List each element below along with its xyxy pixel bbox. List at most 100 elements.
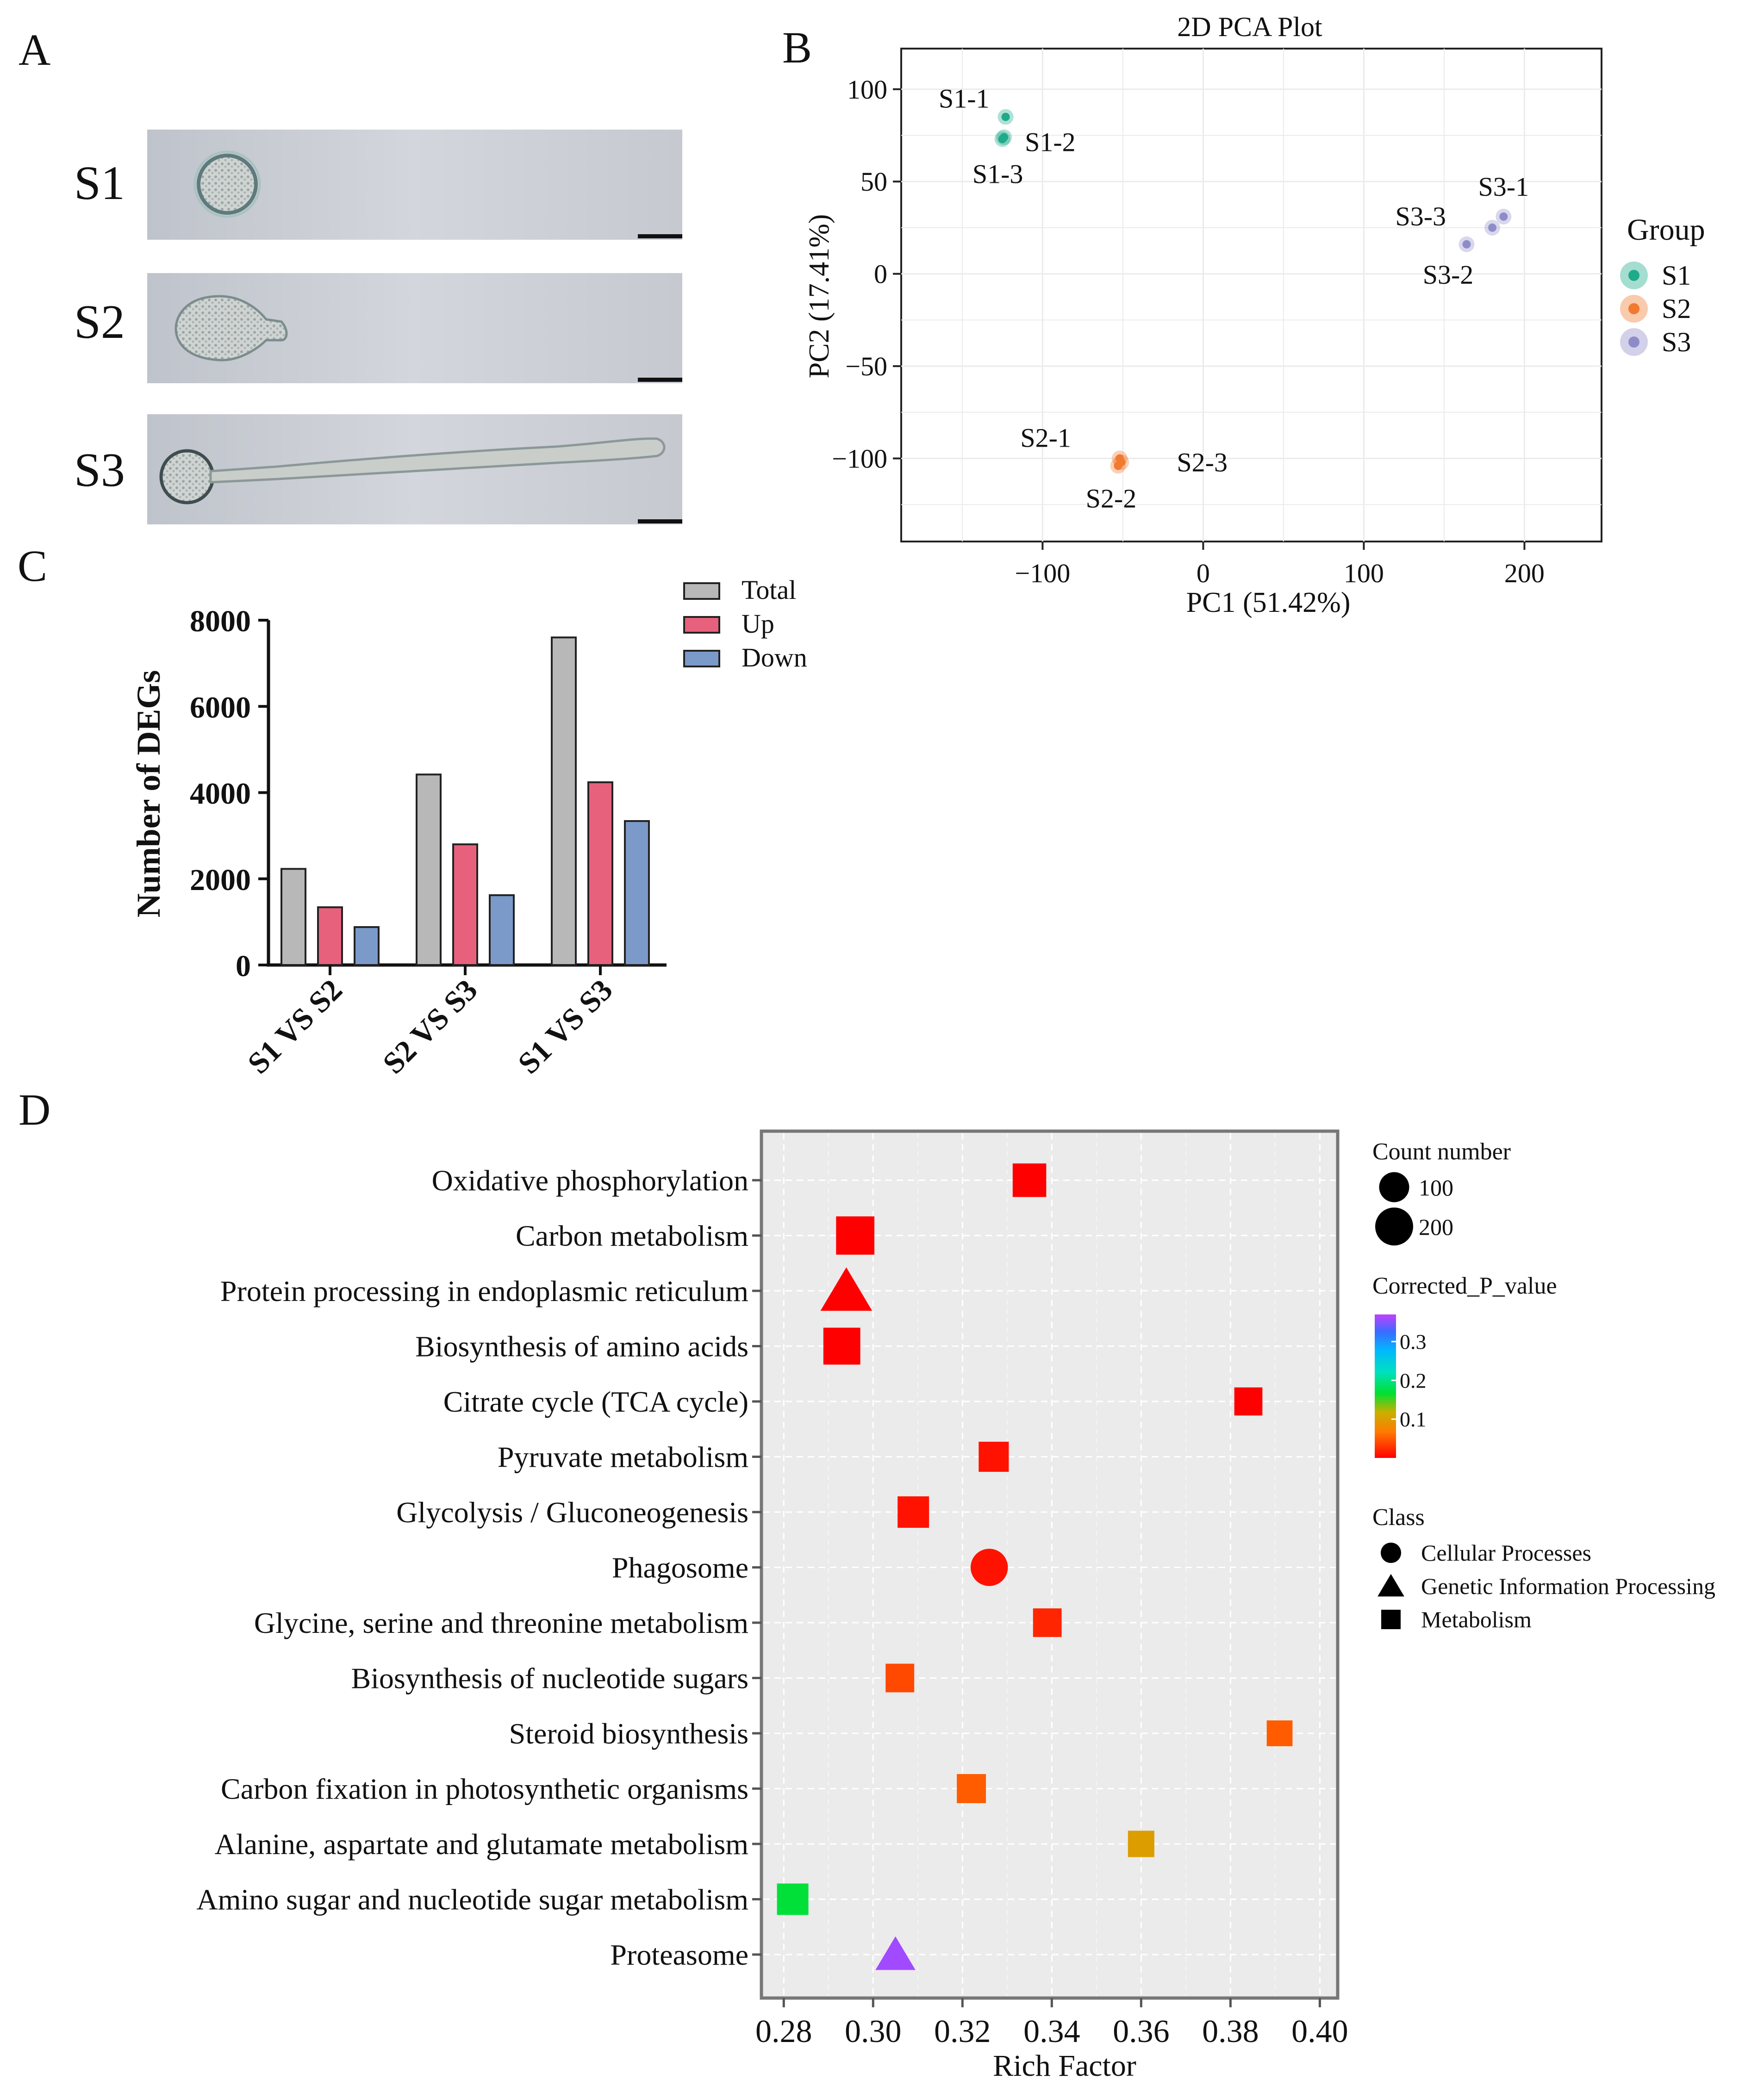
count-legend-label-100: 100 xyxy=(1419,1175,1453,1201)
class-legend-shape-cellular-processes xyxy=(1380,1542,1402,1563)
pca-point-label-s2-3: S2-3 xyxy=(1177,447,1228,477)
pca-legend-label-s3: S3 xyxy=(1662,327,1691,357)
pca-x-tick-label: 200 xyxy=(1504,558,1545,588)
kegg-point-citrate-cycle-tca-cycle xyxy=(1234,1387,1263,1416)
panel-letter-b: B xyxy=(782,23,812,72)
pca-y-axis: 100 50 0 −50 −100 xyxy=(832,75,901,474)
kegg-point-carbon-fixation-in-photosynthetic-organisms xyxy=(957,1774,986,1803)
pca-points: S1-1 S1-2S1-3 S2-1 S2-2 S2-3 S3-1 S3-2 S3-3 xyxy=(939,84,1529,514)
pathway-label-alanine-aspartate-and-glutamate-metabolism: Alanine, aspartate and glutamate metabol… xyxy=(215,1828,748,1861)
pca-point-label-s3-3: S3-3 xyxy=(1395,201,1446,231)
bar-y-tick-label: 2000 xyxy=(190,863,251,897)
pca-y-label: PC2 (17.41%) xyxy=(804,214,835,379)
pathway-label-glycine-serine-and-threonine-metabolism: Glycine, serine and threonine metabolism xyxy=(254,1606,748,1639)
bar-legend-label-total: Total xyxy=(742,575,796,605)
count-legend-dot-100 xyxy=(1379,1172,1409,1202)
bar-up-s1-vs-s3 xyxy=(587,781,613,966)
pathway-label-pyruvate-metabolism: Pyruvate metabolism xyxy=(498,1441,748,1474)
pca-y-tick-label: 0 xyxy=(874,259,887,289)
kegg-points xyxy=(777,1163,1293,1970)
bar-y-tick-label: 6000 xyxy=(190,691,251,724)
micrograph-label-s1: S1 xyxy=(74,156,125,210)
pca-plot-area xyxy=(900,48,1602,542)
count-legend-label-200: 200 xyxy=(1419,1214,1453,1240)
pca-x-label: PC1 (51.42%) xyxy=(1186,587,1351,618)
bar-x-tick-label: S1 VS S2 xyxy=(241,973,349,1080)
p-tick-label: 0.1 xyxy=(1400,1407,1427,1431)
pca-point-s1-3 xyxy=(998,135,1007,143)
bar-down-s1-vs-s2 xyxy=(354,926,380,966)
kegg-x-tick-label: 0.28 xyxy=(755,2014,812,2049)
pathway-label-proteasome: Proteasome xyxy=(610,1938,748,1971)
kegg-point-biosynthesis-of-amino-acids xyxy=(823,1327,860,1365)
class-legend-label-metabolism: Metabolism xyxy=(1421,1606,1532,1632)
pca-point-label-s3-2: S3-2 xyxy=(1423,260,1474,290)
p-colorbar xyxy=(1375,1314,1396,1458)
p-tick-label: 0.2 xyxy=(1400,1369,1427,1392)
micrograph-label-s3: S3 xyxy=(74,443,125,497)
micrograph-s1 xyxy=(147,130,682,240)
class-legend-label-cellular-processes: Cellular Processes xyxy=(1421,1540,1591,1566)
pca-title: 2D PCA Plot xyxy=(1177,12,1322,42)
bar-total-s1-vs-s2 xyxy=(280,868,306,966)
pca-point-label-s1-1: S1-1 xyxy=(939,84,990,114)
panel-b: B 2D PCA Plot −100 0 100 200 100 50 0 −50 −100 … xyxy=(782,12,1705,618)
bar-legend-label-up: Up xyxy=(742,609,774,639)
kegg-point-oxidative-phosphorylation xyxy=(1012,1163,1047,1197)
count-legend-dot-200 xyxy=(1375,1208,1413,1245)
pca-legend-dot-s2 xyxy=(1628,303,1639,314)
bar-y-axis: 0 2000 4000 6000 8000 xyxy=(190,604,268,983)
kegg-point-protein-processing-in-endoplasmic-reticulum xyxy=(820,1267,873,1311)
bar-x-tick-label: S1 VS S3 xyxy=(511,973,619,1080)
pca-point-label-s1-3: S1-3 xyxy=(972,159,1023,189)
pca-y-tick-label: 100 xyxy=(847,75,887,105)
p-tick-label: 0.3 xyxy=(1400,1330,1427,1354)
bar-total-s2-vs-s3 xyxy=(416,773,442,966)
pca-point-label-s2-2: S2-2 xyxy=(1086,483,1137,513)
pca-legend-dot-s1 xyxy=(1628,270,1639,281)
panel-letter-a: A xyxy=(19,25,50,75)
bar-y-tick-label: 4000 xyxy=(190,777,251,811)
bar-y-tick-label: 8000 xyxy=(190,604,251,638)
kegg-point-pyruvate-metabolism xyxy=(979,1442,1009,1472)
kegg-p-legend: Corrected_P_value 0.1 0.2 0.3 xyxy=(1372,1273,1557,1458)
kegg-point-glycolysis-gluconeogenesis xyxy=(898,1496,929,1528)
p-legend-title: Corrected_P_value xyxy=(1372,1273,1557,1299)
pca-legend-label-s2: S2 xyxy=(1662,293,1691,324)
panel-letter-c: C xyxy=(18,541,47,591)
bar-legend-label-down: Down xyxy=(742,642,807,672)
bar-x-axis: S1 VS S2 S2 VS S3 S1 VS S3 xyxy=(241,965,619,1080)
kegg-x-tick-label: 0.40 xyxy=(1291,2014,1348,2049)
bar-down-s1-vs-s3 xyxy=(624,820,650,966)
kegg-plot-area xyxy=(760,1129,1340,2000)
pca-point-s1-1 xyxy=(1001,112,1010,121)
bar-x-tick-label: S2 VS S3 xyxy=(376,973,484,1080)
pathway-label-carbon-fixation-in-photosynthetic-organisms: Carbon fixation in photosynthetic organi… xyxy=(221,1773,748,1806)
class-legend-label-genetic-information-processing: Genetic Information Processing xyxy=(1421,1573,1715,1599)
panel-letter-d: D xyxy=(19,1085,50,1134)
pathway-label-phagosome: Phagosome xyxy=(612,1551,748,1584)
kegg-point-biosynthesis-of-nucleotide-sugars xyxy=(885,1663,915,1693)
pathway-label-steroid-biosynthesis: Steroid biosynthesis xyxy=(509,1717,748,1750)
pca-point-label-s1-2: S1-2 xyxy=(1025,127,1076,157)
kegg-point-glycine-serine-and-threonine-metabolism xyxy=(1033,1608,1062,1637)
kegg-point-amino-sugar-and-nucleotide-sugar-metabolism xyxy=(777,1883,809,1915)
kegg-x-tick-label: 0.30 xyxy=(845,2014,902,2049)
kegg-point-alanine-aspartate-and-glutamate-metabolism xyxy=(1128,1830,1154,1857)
bar-y-tick-label: 0 xyxy=(236,949,251,983)
class-legend-title: Class xyxy=(1372,1504,1425,1531)
pathway-label-carbon-metabolism: Carbon metabolism xyxy=(516,1220,748,1252)
kegg-pathway-labels: Oxidative phosphorylation Carbon metaboli… xyxy=(196,1164,761,1971)
bar-total-s1-vs-s3 xyxy=(551,636,577,966)
pathway-label-protein-processing-in-endoplasmic-reticulum: Protein processing in endoplasmic reticu… xyxy=(220,1275,748,1308)
pca-point-s3-2 xyxy=(1462,240,1471,249)
kegg-point-steroid-biosynthesis xyxy=(1266,1720,1293,1746)
pathway-label-amino-sugar-and-nucleotide-sugar-metabolism: Amino sugar and nucleotide sugar metabol… xyxy=(196,1883,748,1916)
pca-x-tick-label: 0 xyxy=(1197,558,1210,588)
pathway-label-oxidative-phosphorylation: Oxidative phosphorylation xyxy=(432,1164,748,1197)
pca-x-axis: −100 0 100 200 xyxy=(1015,542,1545,588)
class-legend-shape-genetic-information-processing xyxy=(1378,1574,1404,1597)
pca-y-tick-label: −50 xyxy=(845,351,887,381)
